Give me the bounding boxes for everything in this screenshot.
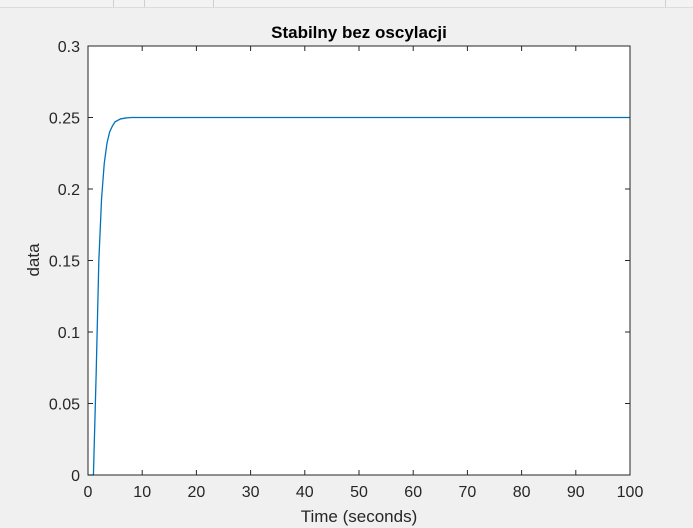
x-tick-label: 60	[404, 484, 422, 501]
x-tick-label: 80	[513, 484, 531, 501]
y-tick-label: 0.3	[58, 39, 80, 56]
x-tick-label: 70	[459, 484, 477, 501]
x-axis-ticks: 0 10 20 30 40 50 60 70 80 90 100	[84, 46, 644, 501]
x-tick-label: 0	[84, 484, 93, 501]
y-tick-label: 0.15	[49, 254, 80, 271]
x-axis-label: Time (seconds)	[301, 507, 418, 526]
chart-title: Stabilny bez oscylacji	[271, 23, 447, 42]
y-tick-label: 0.2	[58, 182, 80, 199]
toolbar-separator	[144, 0, 145, 7]
x-tick-label: 90	[567, 484, 585, 501]
y-axis-label: data	[24, 243, 43, 277]
x-tick-label: 10	[133, 484, 151, 501]
plot-area	[88, 46, 630, 475]
toolbar-separator	[113, 0, 114, 7]
x-tick-label: 40	[296, 484, 314, 501]
y-tick-label: 0.05	[49, 397, 80, 414]
data-series-line	[88, 116, 630, 476]
x-tick-label: 50	[350, 484, 368, 501]
x-tick-label: 30	[242, 484, 260, 501]
toolbar-separator	[213, 0, 214, 7]
figure-toolbar	[0, 0, 693, 8]
y-tick-label: 0.25	[49, 111, 80, 128]
y-tick-label: 0.1	[58, 325, 80, 342]
y-axis-ticks: 0 0.05 0.1 0.15 0.2 0.25 0.3	[49, 39, 630, 485]
y-tick-label: 0	[71, 468, 80, 485]
x-tick-label: 100	[617, 484, 644, 501]
x-tick-label: 20	[188, 484, 206, 501]
plot-frame	[87, 45, 631, 476]
toolbar-separator	[665, 0, 666, 7]
